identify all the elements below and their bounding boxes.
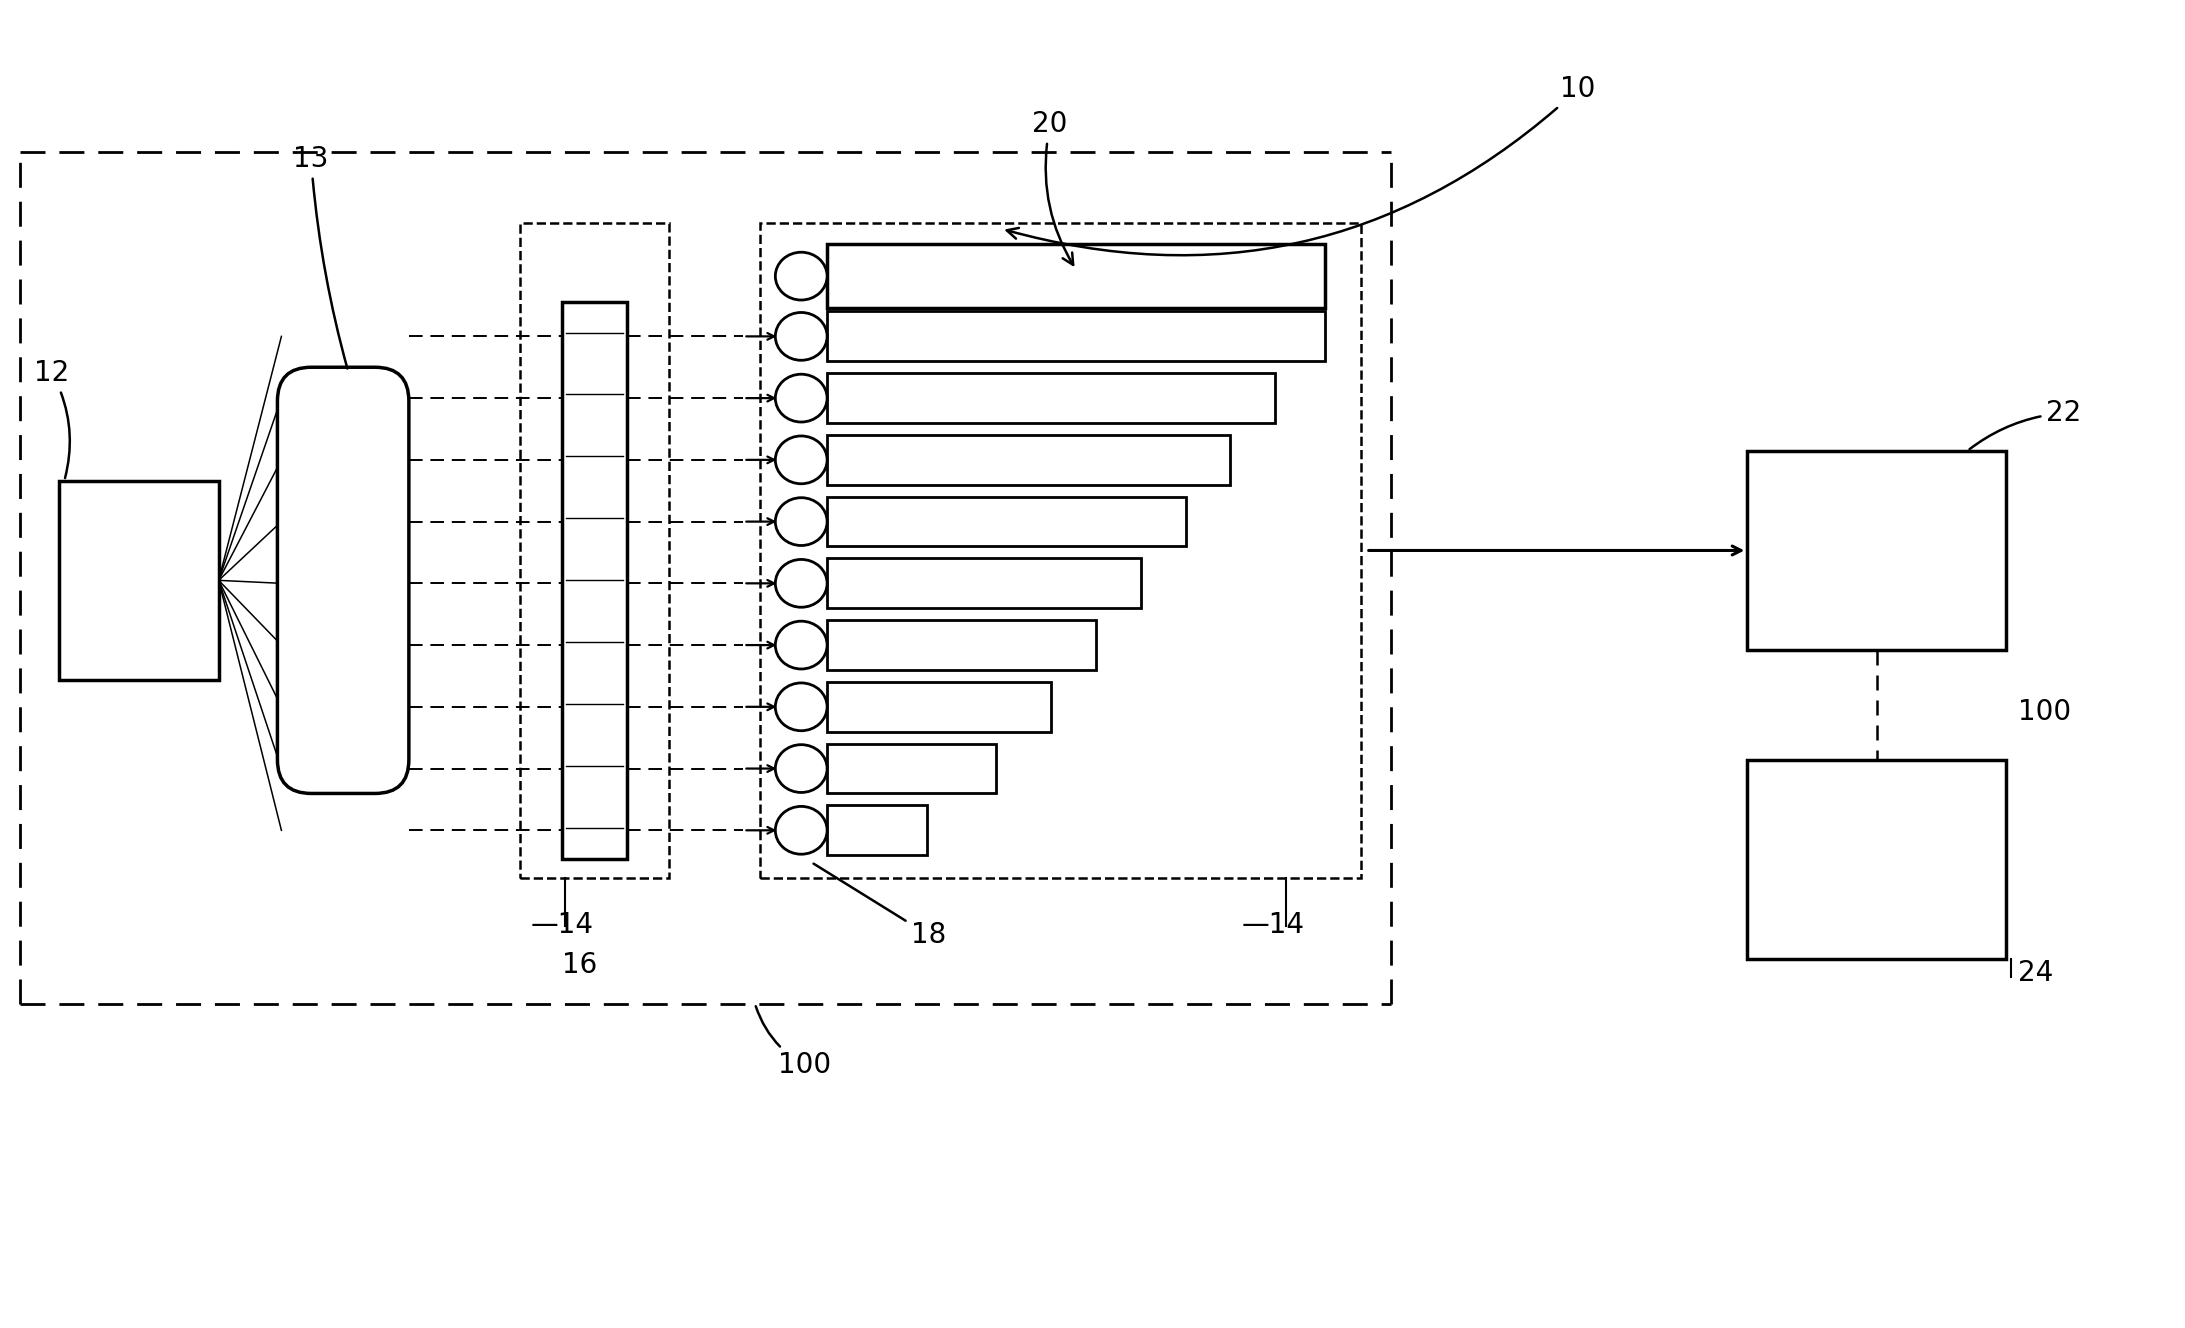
Text: 13: 13 xyxy=(293,145,347,369)
Text: —14: —14 xyxy=(1241,911,1304,939)
Text: 16: 16 xyxy=(562,951,597,979)
Bar xyxy=(520,223,669,878)
Ellipse shape xyxy=(776,252,828,300)
Bar xyxy=(562,301,627,859)
Text: —14: —14 xyxy=(531,911,594,939)
Text: 20: 20 xyxy=(1034,110,1073,264)
Ellipse shape xyxy=(776,806,828,854)
Bar xyxy=(828,681,1051,732)
Text: 10: 10 xyxy=(1007,76,1595,255)
Bar xyxy=(828,497,1186,547)
Bar xyxy=(828,244,1324,308)
Ellipse shape xyxy=(776,559,828,607)
Bar xyxy=(760,223,1361,878)
Text: 100: 100 xyxy=(2019,697,2071,726)
Ellipse shape xyxy=(776,312,828,360)
Ellipse shape xyxy=(776,745,828,793)
Ellipse shape xyxy=(776,498,828,546)
Bar xyxy=(59,481,219,680)
Bar xyxy=(828,620,1097,669)
Text: 24: 24 xyxy=(2019,959,2054,987)
Bar xyxy=(828,805,926,855)
Bar xyxy=(1748,452,2006,651)
Text: 12: 12 xyxy=(35,359,70,478)
Bar xyxy=(828,436,1230,485)
Text: 22: 22 xyxy=(1969,398,2082,449)
Ellipse shape xyxy=(776,683,828,730)
Bar xyxy=(1748,760,2006,959)
Ellipse shape xyxy=(776,374,828,422)
Bar xyxy=(828,744,996,793)
FancyBboxPatch shape xyxy=(277,368,409,793)
Text: 100: 100 xyxy=(756,1007,830,1080)
Bar xyxy=(828,559,1141,608)
Ellipse shape xyxy=(776,622,828,669)
Text: 18: 18 xyxy=(813,863,946,948)
Bar xyxy=(828,373,1276,424)
Ellipse shape xyxy=(776,436,828,483)
Bar xyxy=(828,312,1324,361)
